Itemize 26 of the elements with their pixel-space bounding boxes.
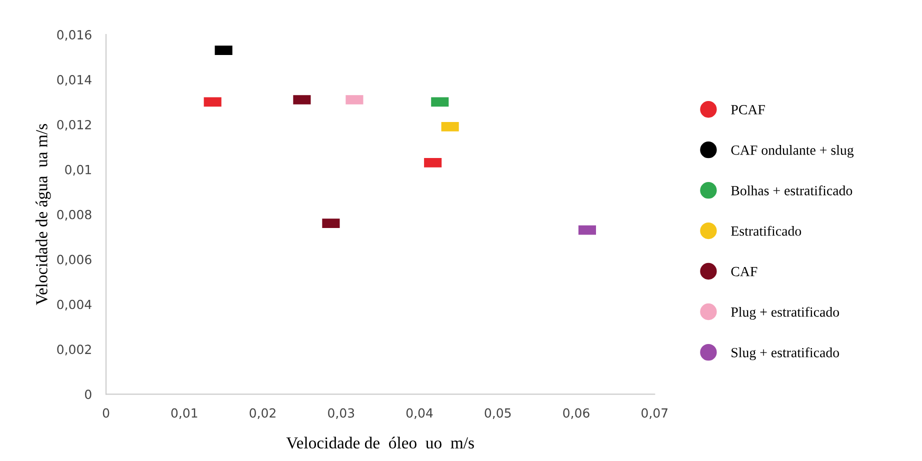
y-tick-label: 0,008	[57, 210, 92, 221]
y-tick-label: 0,002	[57, 344, 91, 356]
y-axis-title: Velocidade de água ua m/s	[36, 124, 51, 306]
legend-label: Slug + estratificado	[732, 347, 840, 360]
x-tick-label: 0,05	[484, 408, 511, 419]
x-tick-label: 0,06	[563, 408, 590, 419]
x-tick-label: 0,07	[642, 408, 668, 419]
y-tick-label: 0,01	[65, 164, 91, 176]
y-tick-label: 0,012	[57, 120, 91, 131]
x-tick-label: 0	[102, 408, 110, 418]
x-tick-label: 0,03	[328, 408, 354, 419]
x-tick-label: 0,01	[171, 408, 198, 419]
legend-label: CAF	[731, 266, 758, 276]
y-tick-label: 0,016	[57, 30, 92, 41]
legend-label: Plug + estratificado	[731, 306, 840, 320]
y-tick-label: 0	[85, 390, 92, 400]
legend-label: Estratificado	[731, 226, 802, 236]
legend-label: CAF ondulante + slug	[731, 145, 854, 158]
x-axis-title: Velocidade de óleo uo m/s	[286, 436, 474, 449]
legend-label: Bolhas + estratificado	[731, 185, 852, 196]
y-tick-label: 0,004	[57, 300, 92, 310]
y-tick-label: 0,006	[57, 254, 92, 266]
x-tick-label: 0,04	[406, 408, 433, 419]
x-tick-label: 0,02	[250, 408, 276, 419]
y-tick-label: 0,014	[57, 74, 92, 86]
legend-label: PCAF	[731, 105, 765, 114]
